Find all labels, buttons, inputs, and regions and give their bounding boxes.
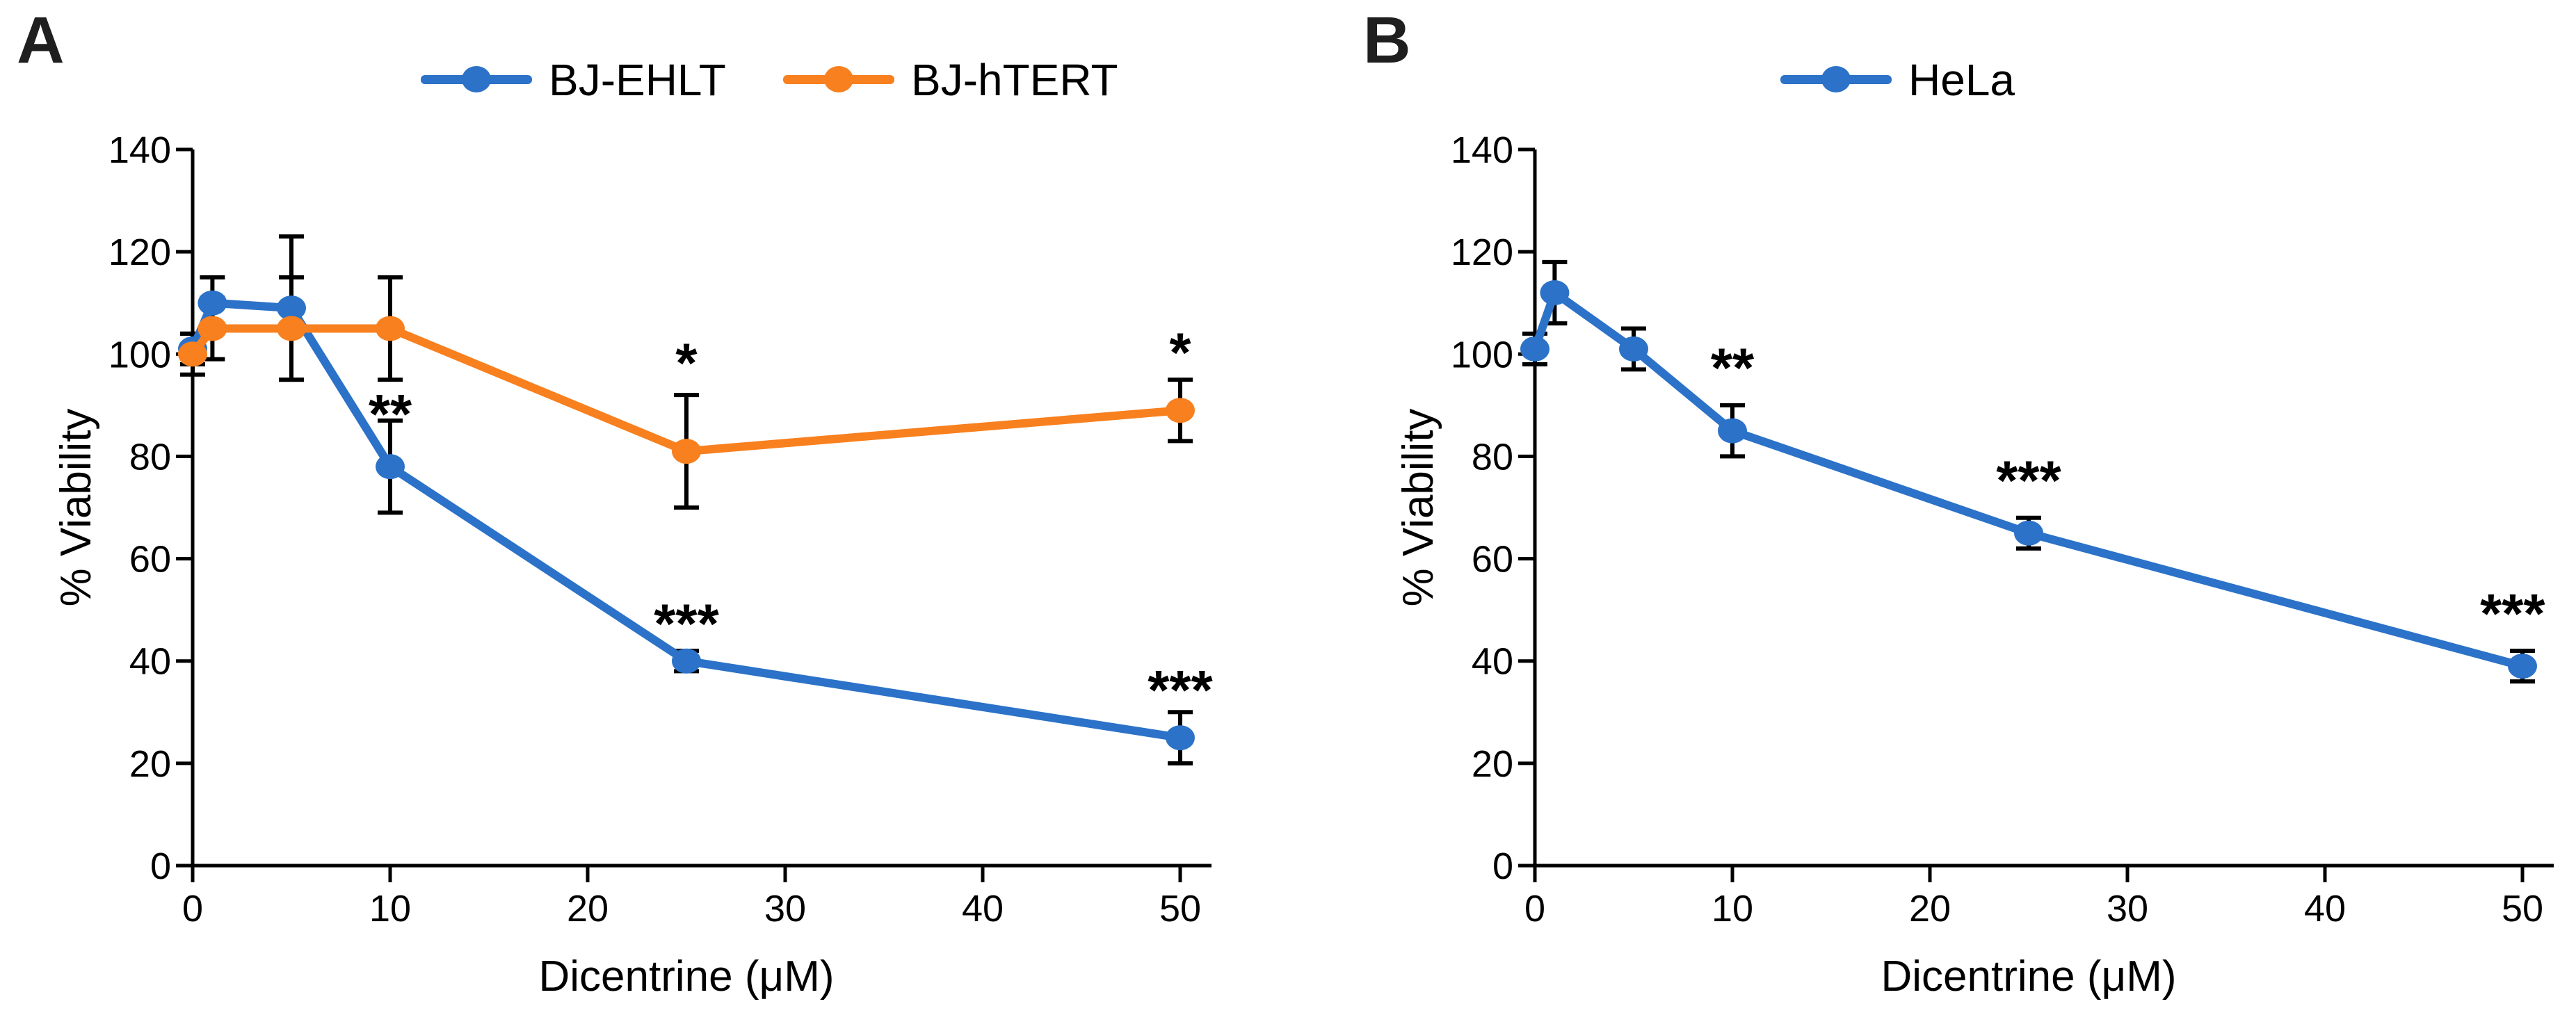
svg-text:20: 20 [1472, 743, 1513, 785]
panel-a-legend: BJ-EHLT BJ-hTERT [0, 0, 1288, 132]
svg-text:10: 10 [369, 888, 411, 930]
svg-text:50: 50 [1159, 888, 1201, 930]
svg-text:50: 50 [2502, 888, 2543, 930]
svg-text:100: 100 [1451, 334, 1513, 375]
svg-text:***: *** [654, 593, 719, 655]
panel-a-letter: A [17, 3, 65, 77]
svg-text:40: 40 [2304, 888, 2346, 930]
svg-text:80: 80 [1472, 436, 1513, 478]
legend-label-bj-htert: BJ-hTERT [911, 55, 1118, 105]
svg-text:10: 10 [1712, 888, 1753, 930]
svg-text:***: *** [1148, 659, 1213, 721]
svg-text:Dicentrine (μM): Dicentrine (μM) [1881, 953, 2176, 1000]
svg-text:120: 120 [1451, 232, 1513, 273]
panel-b-legend: HeLa [1342, 0, 2576, 132]
svg-text:0: 0 [1492, 845, 1513, 887]
panel-a: A BJ-EHLT BJ-hTERT 0 10 20 30 40 50 0 20 40 60 80 1… [0, 0, 1288, 1000]
legend-item-bj-htert: BJ-hTERT [783, 54, 1118, 106]
svg-text:100: 100 [108, 334, 171, 375]
svg-text:40: 40 [962, 888, 1004, 930]
svg-text:0: 0 [1524, 888, 1545, 930]
svg-text:140: 140 [108, 129, 171, 171]
legend-item-bj-ehlt: BJ-EHLT [421, 54, 726, 106]
chart-panel-a: 0 10 20 30 40 50 0 20 40 60 80 100 120 140 Dicentrine … [52, 129, 1214, 1000]
svg-text:**: ** [369, 383, 412, 445]
svg-text:***: *** [2480, 583, 2545, 645]
svg-text:20: 20 [129, 743, 171, 785]
panel-b-letter: B [1363, 3, 1411, 77]
svg-text:% Viability: % Viability [52, 409, 100, 607]
panel-b: B HeLa 0 10 20 30 40 50 0 20 40 60 80 100 120 140 Dice… [1342, 0, 2576, 1013]
svg-text:*: * [675, 332, 698, 394]
svg-text:40: 40 [129, 641, 171, 683]
svg-text:60: 60 [1472, 539, 1513, 581]
legend-label-hela: HeLa [1908, 55, 2015, 105]
legend-label-bj-ehlt: BJ-EHLT [549, 55, 726, 105]
svg-text:Dicentrine (μM): Dicentrine (μM) [538, 953, 834, 1000]
svg-text:***: *** [1996, 450, 2061, 512]
svg-text:40: 40 [1472, 641, 1513, 683]
svg-text:20: 20 [567, 888, 609, 930]
line-dot-marker-icon [421, 65, 532, 95]
line-dot-marker-icon [1780, 65, 1892, 95]
svg-text:0: 0 [150, 845, 171, 887]
svg-text:30: 30 [2107, 888, 2148, 930]
line-dot-marker-icon [783, 65, 894, 95]
svg-text:60: 60 [129, 539, 171, 581]
svg-text:20: 20 [1909, 888, 1951, 930]
svg-text:% Viability: % Viability [1394, 409, 1442, 607]
legend-item-hela: HeLa [1780, 54, 2015, 106]
svg-text:**: ** [1711, 337, 1755, 399]
svg-text:0: 0 [182, 888, 203, 930]
svg-text:30: 30 [764, 888, 806, 930]
chart-panel-b: 0 10 20 30 40 50 0 20 40 60 80 100 120 140 Dicentrine … [1394, 129, 2554, 1000]
svg-text:80: 80 [129, 436, 171, 478]
svg-text:*: * [1169, 322, 1191, 384]
svg-text:120: 120 [108, 232, 171, 273]
svg-text:140: 140 [1451, 129, 1513, 171]
